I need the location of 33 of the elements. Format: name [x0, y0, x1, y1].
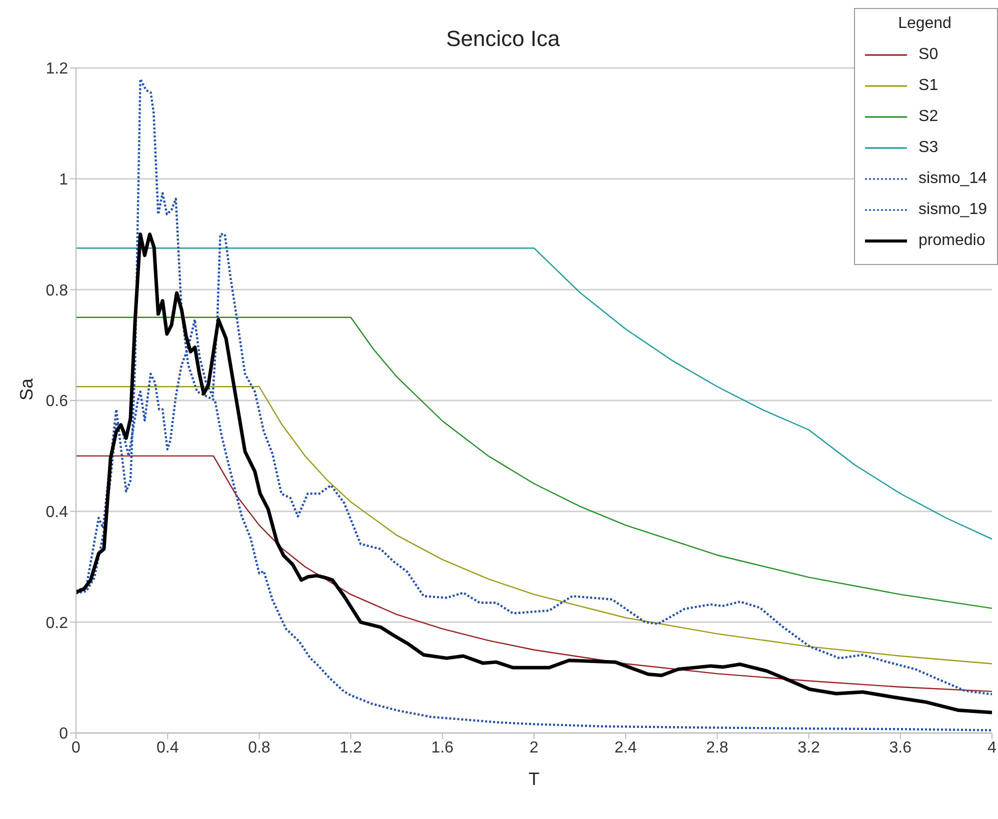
- chart-title: Sencico Ica: [446, 26, 560, 51]
- y-tick-label: 1.2: [46, 60, 68, 78]
- y-tick-label: 0.2: [46, 614, 68, 632]
- x-tick-label: 0.8: [248, 739, 270, 756]
- legend-label: S3: [918, 138, 938, 156]
- x-tick-label: 0.4: [156, 739, 179, 756]
- y-tick-label: 1: [59, 172, 68, 189]
- x-tick-label: 3.6: [889, 739, 912, 756]
- legend-label: S1: [918, 76, 938, 94]
- x-tick-label: 2.4: [614, 739, 637, 756]
- x-tick-label: 2: [530, 739, 539, 756]
- legend-label: sismo_19: [918, 200, 987, 218]
- legend-label: S0: [918, 46, 938, 64]
- y-tick-label: 0: [59, 726, 68, 743]
- y-tick-label: 0.6: [46, 393, 68, 410]
- legend-label: S2: [918, 108, 938, 126]
- legend-title: Legend: [897, 15, 952, 33]
- x-axis-title: T: [528, 769, 540, 789]
- line-series: [76, 386, 992, 664]
- y-tick-label: 0.4: [46, 504, 68, 522]
- legend-label: sismo_14: [918, 170, 987, 188]
- x-tick-label: 3.2: [798, 739, 820, 756]
- legend-label: promedio: [918, 232, 986, 250]
- line-series: [76, 316, 992, 609]
- x-tick-label: 1.2: [340, 739, 362, 756]
- x-tick-label: 4: [988, 739, 997, 756]
- y-axis-title: Sa: [16, 377, 36, 400]
- x-tick-label: 0: [72, 739, 81, 756]
- y-tick-label: 0.8: [46, 282, 68, 300]
- x-tick-label: 1.6: [431, 739, 454, 756]
- line-series: [76, 455, 992, 692]
- line-series: [76, 248, 992, 540]
- x-tick-label: 2.8: [706, 739, 728, 756]
